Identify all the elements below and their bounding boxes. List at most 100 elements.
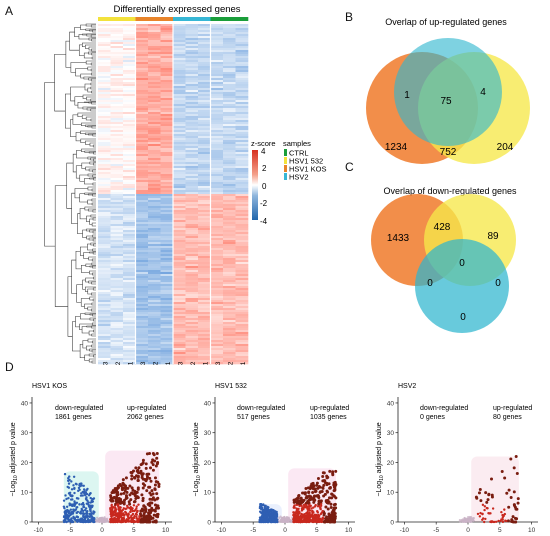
heatmap-cell	[123, 274, 136, 277]
heatmap-cell	[235, 262, 249, 265]
heatmap-cell	[173, 318, 186, 321]
heatmap-cell	[235, 346, 249, 349]
volcano-plot-hsv1-kos: HSV1 KOS down-regulated 1861 genes up-re…	[10, 383, 172, 534]
heatmap-cell	[185, 298, 199, 301]
heatmap-cell	[148, 88, 161, 91]
heatmap-cell	[135, 116, 149, 119]
heatmap-cell	[160, 276, 174, 279]
heatmap-cell	[223, 30, 236, 33]
heatmap-cell	[210, 234, 224, 237]
point-down-regulated	[65, 505, 69, 509]
heatmap-cell	[123, 178, 136, 181]
heatmap-cell	[135, 306, 149, 309]
heatmap-cell	[210, 52, 224, 55]
point-up-regulated	[315, 519, 319, 523]
heatmap-cell	[210, 314, 224, 317]
point-up-regulated	[292, 518, 295, 521]
heatmap-cell	[135, 60, 149, 63]
heatmap-cell	[185, 360, 199, 363]
heatmap-cell	[135, 98, 149, 101]
heatmap-cell	[173, 272, 186, 275]
heatmap-cell	[235, 266, 249, 269]
heatmap-cell	[135, 184, 149, 187]
heatmap-cell	[135, 346, 149, 349]
heatmap-cell	[148, 278, 161, 281]
point-up-regulated	[150, 506, 154, 510]
heatmap-cell	[235, 44, 249, 47]
volcano-up-label: up-regulated	[493, 405, 532, 412]
heatmap-cell	[185, 194, 199, 197]
heatmap-cell	[135, 342, 149, 345]
heatmap-cell	[198, 346, 211, 349]
point-up-regulated	[119, 506, 122, 509]
heatmap-cell	[185, 300, 199, 303]
point-down-regulated	[259, 505, 262, 508]
point-up-regulated	[516, 497, 520, 501]
heatmap-cell	[98, 330, 111, 333]
heatmap-cell	[198, 42, 211, 45]
heatmap-cell	[235, 26, 249, 29]
point-down-regulated	[67, 486, 71, 489]
heatmap-cell	[135, 240, 149, 243]
heatmap-cell	[173, 86, 186, 89]
heatmap-cell	[173, 132, 186, 135]
point-up-regulated	[116, 497, 120, 501]
heatmap-cell	[110, 64, 124, 67]
heatmap-cell	[148, 158, 161, 161]
heatmap-cell	[198, 160, 211, 163]
heatmap-cell	[223, 108, 236, 111]
heatmap-cell	[98, 150, 111, 153]
heatmap-cell	[148, 124, 161, 127]
point-up-regulated	[295, 518, 298, 521]
point-up-regulated	[311, 513, 314, 516]
heatmap-cell	[160, 48, 174, 51]
point-down-regulated	[73, 516, 76, 520]
dendrogram-branch	[85, 23, 96, 27]
dendrogram-branch	[89, 161, 96, 165]
point-down-regulated	[65, 497, 68, 501]
point-down-regulated	[82, 505, 85, 509]
heatmap-cell	[160, 220, 174, 223]
heatmap-cell	[198, 228, 211, 231]
heatmap-cell	[110, 82, 124, 85]
heatmap-cell	[123, 280, 136, 283]
heatmap-cell	[223, 280, 236, 283]
heatmap-cell	[173, 120, 186, 123]
point-up-regulated	[153, 476, 157, 480]
heatmap-cell	[135, 238, 149, 241]
heatmap-cell	[198, 222, 211, 225]
heatmap-cell	[185, 148, 199, 151]
heatmap-cell	[198, 322, 211, 325]
point-down-regulated	[85, 488, 88, 492]
heatmap-cell	[185, 276, 199, 279]
heatmap-cell	[198, 286, 211, 289]
heatmap-cell	[210, 136, 224, 139]
heatmap-cell	[160, 284, 174, 287]
heatmap-cell	[210, 102, 224, 105]
dendrogram-branch	[92, 174, 96, 178]
heatmap-cell	[223, 70, 236, 73]
heatmap-cell	[198, 210, 211, 213]
dendrogram-branch	[91, 308, 96, 312]
heatmap-cell	[185, 84, 199, 87]
heatmap-cell	[98, 114, 111, 117]
point-down-regulated	[258, 516, 262, 519]
heatmap-cell	[160, 346, 174, 349]
heatmap-cell	[210, 130, 224, 133]
heatmap-cell	[123, 192, 136, 195]
heatmap-cell	[210, 278, 224, 281]
heatmap-cell	[185, 208, 199, 211]
heatmap-cell	[223, 118, 236, 121]
point-up-regulated	[110, 517, 114, 520]
heatmap-cell	[185, 312, 199, 315]
heatmap-cell	[185, 58, 199, 61]
row-dendrogram	[44, 23, 96, 364]
heatmap-cell	[160, 238, 174, 241]
heatmap-cell	[148, 126, 161, 129]
heatmap-cell	[123, 212, 136, 215]
heatmap-cell	[223, 262, 236, 265]
point-up-regulated	[150, 460, 154, 464]
heatmap-cell	[110, 214, 124, 217]
point-up-regulated	[476, 512, 480, 516]
sample-bar-segment	[135, 17, 149, 21]
